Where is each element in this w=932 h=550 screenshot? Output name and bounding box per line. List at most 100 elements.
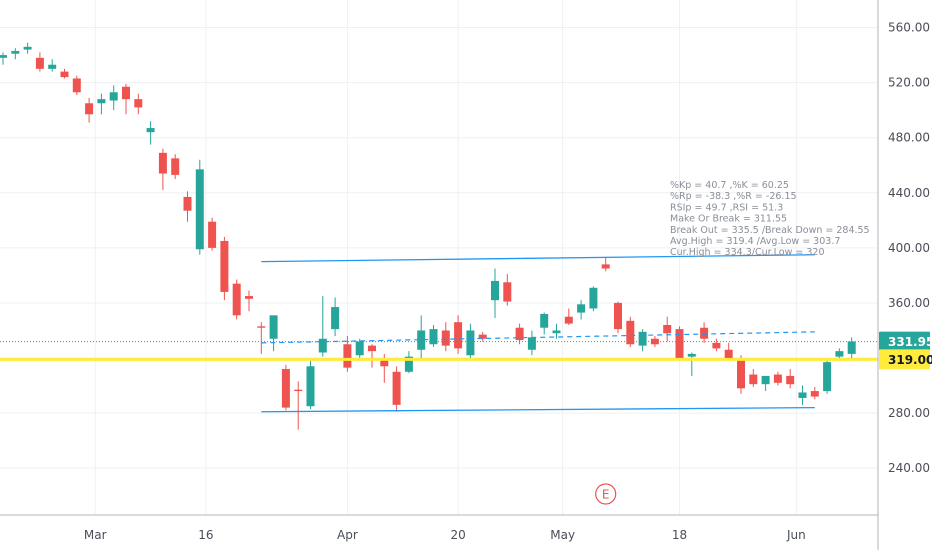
- candle-body: [552, 330, 561, 334]
- candle-body: [97, 99, 106, 104]
- candle-body: [577, 304, 586, 313]
- annotation-line: Avg.High = 319.4 /Avg.Low = 303.7: [670, 236, 840, 247]
- candle: [700, 322, 709, 343]
- candle: [331, 297, 340, 336]
- earnings-circle: [595, 483, 617, 505]
- candle: [798, 385, 807, 405]
- candle: [232, 279, 241, 320]
- candle-body: [392, 371, 401, 405]
- candle: [564, 308, 573, 325]
- candle-body: [441, 330, 450, 346]
- candle: [35, 52, 44, 72]
- candle: [724, 342, 733, 361]
- candle-body: [823, 362, 832, 392]
- candle-body: [798, 392, 807, 398]
- y-tick-label: 560.00: [888, 21, 930, 35]
- candle-body: [540, 313, 549, 328]
- candle-body: [712, 342, 721, 349]
- candle: [491, 268, 499, 319]
- y-tick-label: 480.00: [888, 131, 930, 145]
- candle-body: [491, 280, 499, 301]
- candle-body: [109, 92, 118, 101]
- candle: [281, 364, 290, 411]
- candle: [577, 300, 586, 320]
- candle-body: [146, 128, 155, 133]
- candle: [663, 316, 672, 342]
- x-tick-label: 20: [450, 528, 465, 542]
- candle: [23, 42, 32, 54]
- candle-body: [306, 366, 315, 407]
- price-tag-support: 319.00: [879, 349, 932, 370]
- candle-body: [85, 103, 94, 115]
- price-tag-current: 331.95: [879, 331, 932, 352]
- candle: [540, 312, 549, 335]
- candle-body: [11, 50, 20, 54]
- x-tick-label: Mar: [84, 528, 107, 542]
- x-tick-label: 18: [672, 528, 687, 542]
- x-tick-label: May: [550, 528, 575, 542]
- candle-body: [232, 283, 241, 316]
- candle: [269, 315, 278, 352]
- candle-body: [786, 375, 795, 385]
- candle-body: [380, 358, 389, 367]
- candle: [626, 316, 635, 348]
- candle-body: [134, 99, 143, 108]
- earnings-marker[interactable]: E: [595, 483, 617, 505]
- earnings-label: E: [602, 488, 610, 502]
- candle: [220, 236, 229, 301]
- annotation-line: Break Out = 335.5 /Break Down = 284.55: [670, 225, 870, 236]
- candle: [737, 355, 745, 394]
- candle: [515, 323, 524, 345]
- candle: [478, 331, 487, 342]
- candle: [72, 75, 81, 96]
- candlestick-series: [0, 42, 856, 430]
- candle: [687, 352, 696, 376]
- candle: [527, 330, 536, 356]
- candle: [171, 154, 180, 180]
- candle: [823, 359, 832, 394]
- candle: [454, 315, 463, 354]
- candle-body: [318, 338, 327, 353]
- candle-body: [171, 158, 180, 175]
- candle-body: [404, 356, 413, 372]
- candle: [429, 324, 438, 348]
- candle-body: [749, 374, 758, 385]
- indicator-annotation: %Kp = 40.7 ,%K = 60.25%Rp = -38.3 ,%R = …: [670, 180, 870, 258]
- annotation-line: %Rp = -38.3 ,%R = -26.15: [670, 191, 797, 202]
- candle-body: [527, 337, 536, 350]
- candle-body: [700, 327, 709, 339]
- y-tick-label: 440.00: [888, 186, 930, 200]
- candle: [466, 323, 475, 359]
- candle: [601, 257, 610, 272]
- candle-body: [355, 341, 364, 356]
- candle-body: [601, 264, 610, 269]
- candle-body: [183, 196, 192, 211]
- candle-body: [663, 324, 672, 334]
- y-tick-label: 360.00: [888, 296, 930, 310]
- candle: [122, 83, 130, 115]
- candle: [294, 381, 303, 430]
- candle: [675, 326, 684, 361]
- annotation-line: RSIp = 49.7 ,RSI = 51.3: [670, 202, 783, 213]
- candle-body: [122, 86, 130, 100]
- x-tick-label: Apr: [337, 528, 358, 542]
- candle-body: [626, 320, 635, 345]
- candle-body: [72, 78, 81, 93]
- price-tags: 331.95 319.00: [879, 331, 932, 370]
- candle-body: [158, 152, 167, 174]
- candle-body: [454, 322, 463, 349]
- y-tick-label: 280.00: [888, 406, 930, 420]
- candle-body: [48, 64, 57, 69]
- y-tick-label: 520.00: [888, 76, 930, 90]
- annotation-line: %Kp = 40.7 ,%K = 60.25: [670, 180, 789, 191]
- candle-body: [208, 221, 217, 248]
- y-tick-label: 400.00: [888, 241, 930, 255]
- candle-body: [589, 287, 598, 309]
- candle: [245, 290, 253, 312]
- candle: [503, 274, 512, 306]
- candle: [306, 358, 315, 409]
- candle: [343, 335, 352, 372]
- candle: [85, 97, 94, 123]
- candle: [158, 148, 167, 191]
